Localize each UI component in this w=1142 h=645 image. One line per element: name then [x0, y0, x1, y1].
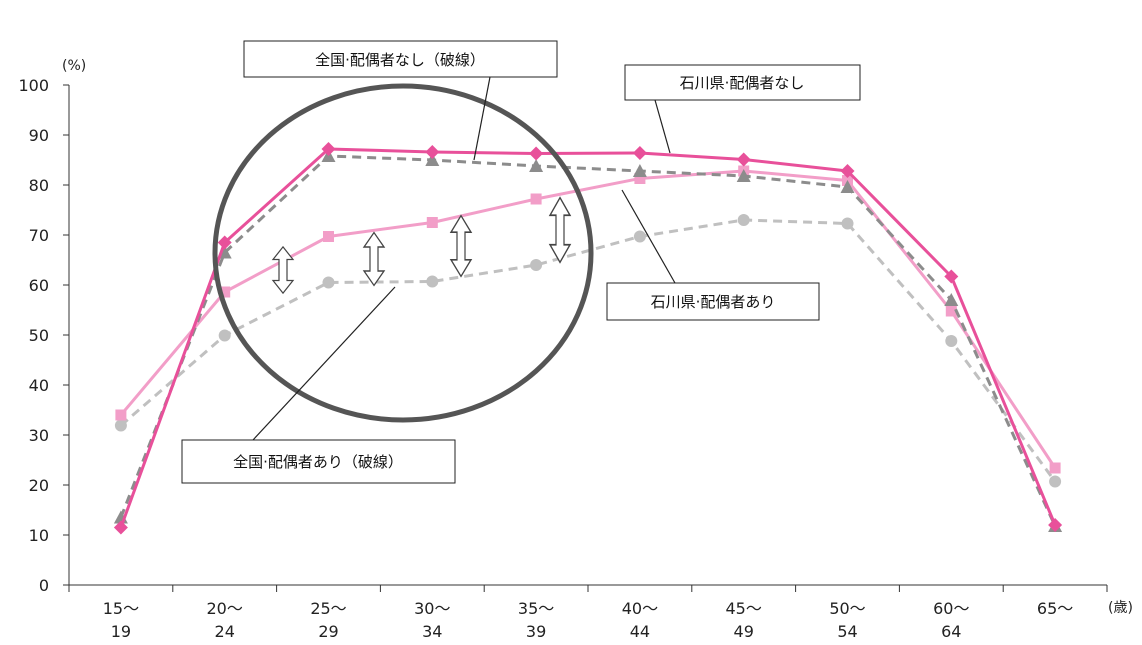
label-ishikawa-married: 石川県·配偶者あり: [607, 283, 819, 320]
x-tick-label: 44: [630, 622, 650, 641]
x-tick-label: 19: [111, 622, 131, 641]
x-tick-label: 60〜: [933, 599, 969, 618]
x-tick-label: 34: [422, 622, 442, 641]
x-tick-label: 29: [318, 622, 338, 641]
data-point: [219, 330, 231, 342]
data-point: [530, 259, 542, 271]
gap-arrow: [273, 247, 293, 293]
label-ishikawa-unmarried: 石川県·配偶者なし: [625, 65, 860, 100]
y-tick-label: 30: [29, 426, 49, 445]
y-tick-label: 50: [29, 326, 49, 345]
y-unit-label: (%): [62, 58, 86, 74]
data-point: [633, 146, 647, 160]
data-point: [425, 145, 439, 159]
x-tick-label: 35〜: [518, 599, 554, 618]
data-point: [945, 335, 957, 347]
data-point: [529, 159, 543, 172]
y-tick-label: 80: [29, 176, 49, 195]
y-tick-label: 0: [39, 576, 49, 595]
x-tick-label: 54: [837, 622, 857, 641]
x-tick-label: 30〜: [414, 599, 450, 618]
leader-line-ishikawa-married: [622, 190, 675, 283]
svg-text:石川県·配偶者あり: 石川県·配偶者あり: [651, 293, 776, 311]
highlight-ellipse: [215, 86, 591, 420]
y-tick-label: 70: [29, 226, 49, 245]
y-tick-label: 60: [29, 276, 49, 295]
y-tick-label: 20: [29, 476, 49, 495]
x-tick-label: 24: [215, 622, 235, 641]
data-point: [323, 277, 335, 289]
x-tick-label: 64: [941, 622, 961, 641]
x-tick-label: 15〜: [103, 599, 139, 618]
data-point: [115, 420, 127, 432]
data-point: [737, 153, 751, 167]
x-unit-label: (歳): [1108, 600, 1133, 616]
y-tick-label: 90: [29, 126, 49, 145]
data-point: [842, 218, 854, 230]
svg-text:石川県·配偶者なし: 石川県·配偶者なし: [680, 74, 805, 92]
x-tick-label: 49: [734, 622, 754, 641]
data-point: [944, 293, 958, 306]
data-point: [426, 276, 438, 288]
x-tick-label: 20〜: [207, 599, 243, 618]
data-point: [323, 231, 334, 242]
data-point: [115, 410, 126, 421]
leader-line-ishikawa-unmarried: [655, 100, 670, 153]
x-tick-label: 65〜: [1037, 599, 1073, 618]
data-point: [529, 147, 543, 161]
y-axis: 0 10 20 30 40 50 60 70 80 90 100: [18, 76, 69, 595]
x-axis: 15〜 19 20〜 24 25〜 29 30〜 34 35〜 39 40〜 44 45〜 49 50〜 54…: [69, 585, 1107, 641]
x-tick-label: 50〜: [829, 599, 865, 618]
x-tick-label: 45〜: [726, 599, 762, 618]
data-point: [738, 214, 750, 226]
x-tick-label: 39: [526, 622, 546, 641]
data-point: [427, 217, 438, 228]
x-tick-label: 25〜: [310, 599, 346, 618]
data-point: [1049, 476, 1061, 488]
gap-arrow: [364, 233, 384, 286]
gap-arrow: [451, 216, 471, 277]
y-tick-label: 100: [18, 76, 49, 95]
x-tick-label: 40〜: [622, 599, 658, 618]
data-point: [1050, 463, 1061, 474]
svg-text:全国·配偶者あり（破線）: 全国·配偶者あり（破線）: [233, 453, 403, 471]
data-point: [531, 194, 542, 205]
y-tick-label: 40: [29, 376, 49, 395]
gap-arrow: [550, 198, 570, 263]
svg-text:全国·配偶者なし（破線）: 全国·配偶者なし（破線）: [315, 51, 485, 69]
leader-line-national-unmarried: [474, 77, 490, 160]
label-national-unmarried: 全国·配偶者なし（破線）: [244, 41, 557, 77]
y-tick-label: 10: [29, 526, 49, 545]
label-national-married: 全国·配偶者あり（破線）: [182, 440, 455, 483]
annotation-layer: 全国·配偶者なし（破線） 石川県·配偶者なし 石川県·配偶者あり 全国·配偶者あ…: [182, 41, 860, 483]
data-point: [634, 231, 646, 243]
